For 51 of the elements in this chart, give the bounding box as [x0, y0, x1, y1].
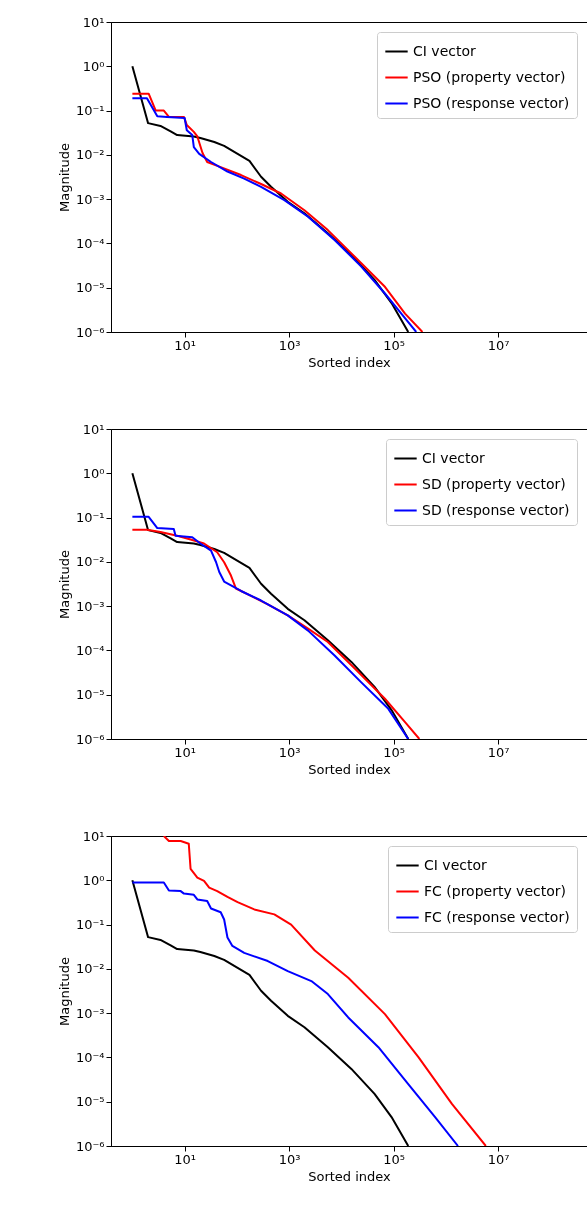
y-tick-label: 10⁻⁶: [75, 324, 105, 340]
x-axis-title: Sorted index: [308, 1168, 392, 1184]
y-tick-label: 10⁻⁵: [75, 687, 105, 703]
y-tick-label: 10⁻⁶: [75, 731, 105, 747]
y-tick-label: 10⁻⁴: [75, 235, 105, 251]
legend-label: SD (property vector): [422, 475, 566, 492]
y-tick-label: 10⁻¹: [75, 510, 105, 526]
x-tick-label: 10¹: [174, 744, 197, 760]
y-tick-label: 10⁻³: [75, 1005, 105, 1021]
x-tick-label: 10⁵: [383, 337, 406, 353]
y-tick-label: 10⁻⁶: [75, 1138, 105, 1154]
y-tick-label: 10⁻¹: [75, 103, 105, 119]
x-tick-label: 10⁷: [487, 1151, 510, 1167]
y-tick-label: 10¹: [82, 14, 105, 30]
x-axis-title: Sorted index: [308, 354, 392, 370]
y-tick-label: 10¹: [82, 421, 105, 437]
x-tick-label: 10¹: [174, 337, 197, 353]
y-tick-label: 10⁻²: [75, 961, 105, 977]
x-tick-label: 10⁷: [487, 337, 510, 353]
legend-label: CI vector: [422, 449, 485, 466]
y-tick-label: 10⁰: [82, 872, 105, 888]
legend-label: FC (property vector): [424, 882, 566, 899]
legend-label: PSO (response vector): [413, 94, 570, 111]
x-tick-label: 10⁵: [383, 744, 406, 760]
legend-label: SD (response vector): [422, 501, 570, 518]
x-tick-label: 10⁵: [383, 1151, 406, 1167]
x-tick-label: 10³: [278, 1151, 301, 1167]
y-tick-label: 10⁻³: [75, 191, 105, 207]
legend-label: FC (response vector): [424, 908, 570, 925]
y-tick-label: 10⁰: [82, 58, 105, 74]
x-tick-label: 10³: [278, 337, 301, 353]
x-tick-label: 10⁷: [487, 744, 510, 760]
y-axis-title: Magnitude: [56, 957, 72, 1026]
y-tick-label: 10⁻⁴: [75, 1049, 105, 1065]
y-axis-title: Magnitude: [56, 550, 72, 619]
y-axis-title: Magnitude: [56, 143, 72, 212]
x-axis-title: Sorted index: [308, 761, 392, 777]
y-tick-label: 10⁰: [82, 465, 105, 481]
y-tick-label: 10⁻²: [75, 147, 105, 163]
x-tick-label: 10³: [278, 744, 301, 760]
y-tick-label: 10⁻⁵: [75, 1094, 105, 1110]
y-tick-label: 10¹: [82, 828, 105, 844]
legend-label: CI vector: [413, 42, 476, 59]
legend-label: PSO (property vector): [413, 68, 566, 85]
y-tick-label: 10⁻⁴: [75, 642, 105, 658]
x-tick-label: 10¹: [174, 1151, 197, 1167]
y-tick-label: 10⁻³: [75, 598, 105, 614]
y-tick-label: 10⁻⁵: [75, 280, 105, 296]
y-tick-label: 10⁻¹: [75, 917, 105, 933]
y-tick-label: 10⁻²: [75, 554, 105, 570]
legend-label: CI vector: [424, 856, 487, 873]
